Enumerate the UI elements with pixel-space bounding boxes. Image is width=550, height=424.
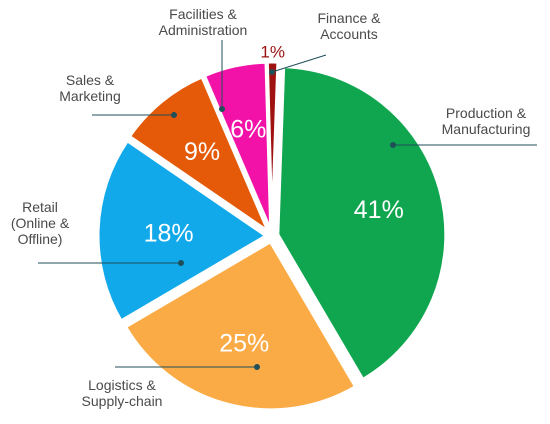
- slice-value-label: 1%: [260, 43, 285, 62]
- pie-slice-5: [265, 60, 280, 231]
- leader-dot: [171, 112, 177, 118]
- slice-category-label: Production & Manufacturing: [442, 105, 531, 137]
- slice-value-label: 9%: [184, 138, 220, 166]
- leader-dot: [254, 364, 260, 370]
- leader-dot: [219, 106, 225, 112]
- pie-slice-3: [127, 74, 272, 236]
- leader-dot: [178, 260, 184, 266]
- leader-dot: [269, 69, 275, 75]
- slice-category-label: Sales & Marketing: [59, 72, 120, 104]
- slice-category-label: Facilities & Administration: [159, 6, 248, 38]
- slice-value-label: 41%: [354, 196, 404, 224]
- slice-value-label: 6%: [230, 115, 266, 143]
- slice-category-label: Logistics & Supply-chain: [82, 377, 163, 409]
- slice-value-label: 25%: [219, 330, 269, 358]
- slice-category-label: Finance & Accounts: [317, 10, 381, 42]
- leader-dot: [390, 142, 396, 148]
- pie-slice-2: [96, 138, 269, 323]
- slice-category-label: Retail (Online & Offline): [11, 199, 70, 247]
- leader-line: [271, 54, 327, 73]
- slice-value-label: 18%: [144, 219, 194, 247]
- pie-slice-1: [123, 239, 358, 412]
